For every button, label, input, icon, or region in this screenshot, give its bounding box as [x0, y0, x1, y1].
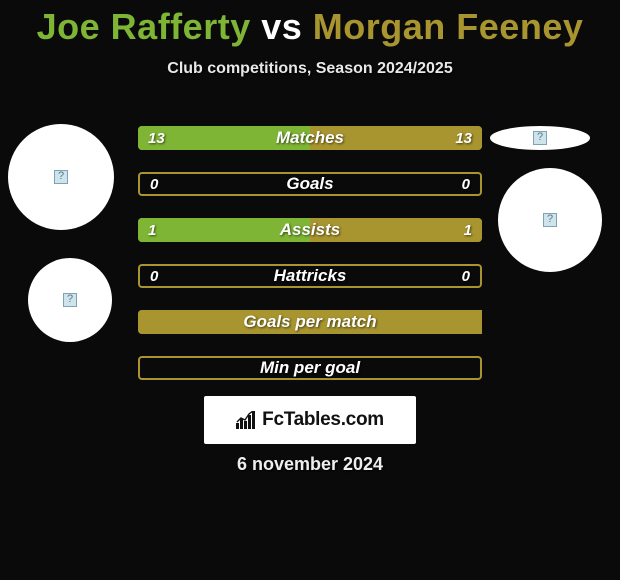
subtitle: Club competitions, Season 2024/2025	[0, 60, 620, 78]
avatar	[8, 124, 114, 230]
bar-value-right: 13	[455, 130, 472, 147]
stat-bar: Min per goal	[138, 356, 482, 380]
stat-bar: 0 0 Goals	[138, 172, 482, 196]
stat-bar: 0 0 Hattricks	[138, 264, 482, 288]
stat-bars: 13 13 Matches 0 0 Goals 1 1 Assists 0 0 Hattricks Go…	[138, 126, 482, 402]
date-text: 6 november 2024	[0, 454, 620, 475]
bar-value-left: 1	[148, 222, 156, 239]
bar-label: Min per goal	[260, 358, 360, 378]
bar-label: Matches	[276, 128, 344, 148]
page-title: Joe Rafferty vs Morgan Feeney	[0, 0, 620, 48]
placeholder-image-icon	[54, 170, 68, 184]
player2-name: Morgan Feeney	[313, 6, 584, 47]
bar-value-right: 0	[462, 176, 470, 193]
stat-bar: 1 1 Assists	[138, 218, 482, 242]
stat-bar: Goals per match	[138, 310, 482, 334]
vs-text: vs	[261, 6, 302, 47]
player1-name: Joe Rafferty	[37, 6, 251, 47]
stat-bar: 13 13 Matches	[138, 126, 482, 150]
placeholder-image-icon	[543, 213, 557, 227]
bar-value-left: 13	[148, 130, 165, 147]
branding-badge: FcTables.com	[204, 396, 416, 444]
fctables-logo-icon	[236, 411, 258, 429]
avatar	[28, 258, 112, 342]
placeholder-image-icon	[533, 131, 547, 145]
bar-label: Assists	[280, 220, 340, 240]
bar-label: Goals	[286, 174, 333, 194]
bar-label: Hattricks	[274, 266, 347, 286]
bar-value-left: 0	[150, 176, 158, 193]
bar-value-right: 0	[462, 268, 470, 285]
bar-value-right: 1	[464, 222, 472, 239]
placeholder-image-icon	[63, 293, 77, 307]
bar-value-left: 0	[150, 268, 158, 285]
branding-text: FcTables.com	[262, 409, 384, 431]
avatar	[498, 168, 602, 272]
avatar	[490, 126, 590, 150]
bar-label: Goals per match	[243, 312, 376, 332]
